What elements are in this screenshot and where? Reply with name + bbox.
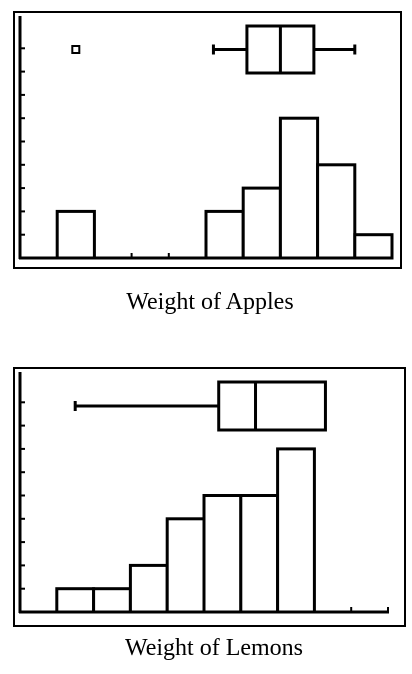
histogram-bar [202, 494, 243, 614]
histogram-bar [92, 587, 132, 614]
histogram-bar [276, 447, 316, 614]
histogram-bar [241, 186, 282, 260]
histogram-bar [128, 563, 169, 614]
histogram-bar [353, 233, 394, 260]
histogram-bar [204, 209, 245, 260]
histogram-bar [278, 116, 320, 260]
boxplot-outlier [71, 45, 81, 54]
lemons-chart [13, 367, 406, 627]
boxplot-box [217, 380, 327, 432]
histogram-bar [316, 163, 357, 260]
histogram-bar [165, 517, 206, 614]
histogram-bar [55, 587, 96, 614]
histogram-bar [239, 494, 280, 614]
apples-chart [13, 11, 402, 269]
apples-caption: Weight of Apples [126, 289, 293, 315]
lemons-caption: Weight of Lemons [125, 635, 303, 661]
histogram-bar [55, 209, 96, 260]
